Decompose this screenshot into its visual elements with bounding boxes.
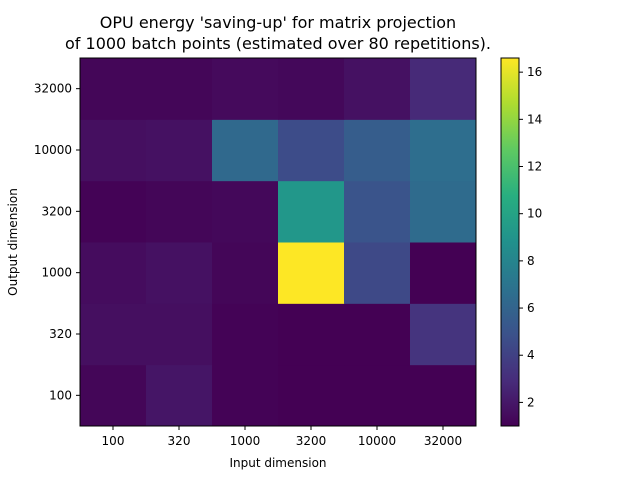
heatmap-cell	[80, 364, 147, 427]
colorbar-tick-label: 4	[527, 348, 535, 362]
x-tick-label: 1000	[230, 434, 261, 448]
heatmap-cell	[80, 180, 147, 243]
y-tick-label: 3200	[41, 204, 72, 218]
y-tick-label: 320	[49, 327, 72, 341]
colorbar-tick-label: 14	[527, 112, 542, 126]
plot-frame	[79, 57, 477, 427]
colorbar-tick-label: 2	[527, 395, 535, 409]
colorbar	[500, 57, 520, 427]
x-tick-label: 320	[168, 434, 191, 448]
heatmap-cell	[278, 303, 345, 366]
heatmap-cell	[146, 364, 213, 427]
heatmap-cell	[80, 58, 147, 120]
heatmap-cell	[80, 119, 147, 182]
x-tick-label: 10000	[358, 434, 396, 448]
heatmap-cell	[212, 180, 279, 243]
heatmap-cell	[146, 180, 213, 243]
heatmap-cell	[278, 119, 345, 182]
heatmap-cell	[146, 119, 213, 182]
heatmap-cell	[410, 242, 477, 304]
chart-title-line-1: OPU energy 'saving-up' for matrix projec…	[100, 13, 456, 32]
y-axis-ticks: 100 320 1000 3200 10000 32000	[34, 82, 80, 402]
heatmap-cell	[344, 242, 411, 304]
colorbar-tick-label: 16	[527, 65, 542, 79]
x-axis-label: Input dimension	[229, 456, 326, 470]
colorbar-ticks: 2 4 6 8 10 12 14 16	[519, 65, 542, 409]
chart-title-line-2: of 1000 batch points (estimated over 80 …	[65, 34, 491, 53]
heatmap-cell	[146, 242, 213, 304]
heatmap-cell	[344, 58, 411, 120]
heatmap-cell	[278, 58, 345, 120]
heatmap-cell	[278, 364, 345, 427]
heatmap-cell	[212, 242, 279, 304]
heatmap-cell	[410, 180, 477, 243]
heatmap-cell	[278, 242, 345, 304]
heatmap-cell	[80, 242, 147, 304]
y-axis-label: Output dimension	[6, 188, 20, 296]
y-tick-label: 1000	[41, 266, 72, 280]
x-tick-label: 3200	[296, 434, 327, 448]
heatmap-cell	[344, 180, 411, 243]
heatmap-cell	[278, 180, 345, 243]
heatmap-cell	[212, 58, 279, 120]
heatmap-cell	[344, 364, 411, 427]
y-tick-label: 32000	[34, 82, 72, 96]
heatmap-cell	[344, 119, 411, 182]
x-axis-ticks: 100 320 1000 3200 10000 32000	[102, 426, 462, 448]
heatmap-cell	[212, 119, 279, 182]
heatmap-cell	[212, 364, 279, 427]
y-tick-label: 10000	[34, 143, 72, 157]
heatmap-cell	[344, 303, 411, 366]
x-tick-label: 32000	[424, 434, 462, 448]
heatmap-cell	[410, 119, 477, 182]
heatmap-cell	[80, 303, 147, 366]
x-tick-label: 100	[102, 434, 125, 448]
colorbar-tick-label: 8	[527, 254, 535, 268]
y-tick-label: 100	[49, 388, 72, 402]
colorbar-tick-label: 10	[527, 207, 542, 221]
heatmap-cell	[410, 58, 477, 120]
colorbar-tick-label: 6	[527, 301, 535, 315]
colorbar-tick-label: 12	[527, 160, 542, 174]
heatmap-cell	[212, 303, 279, 366]
heatmap-cell	[146, 303, 213, 366]
heatmap-cell	[146, 58, 213, 120]
heatmap-cells	[80, 58, 477, 427]
heatmap-cell	[410, 364, 477, 427]
heatmap-cell	[410, 303, 477, 366]
